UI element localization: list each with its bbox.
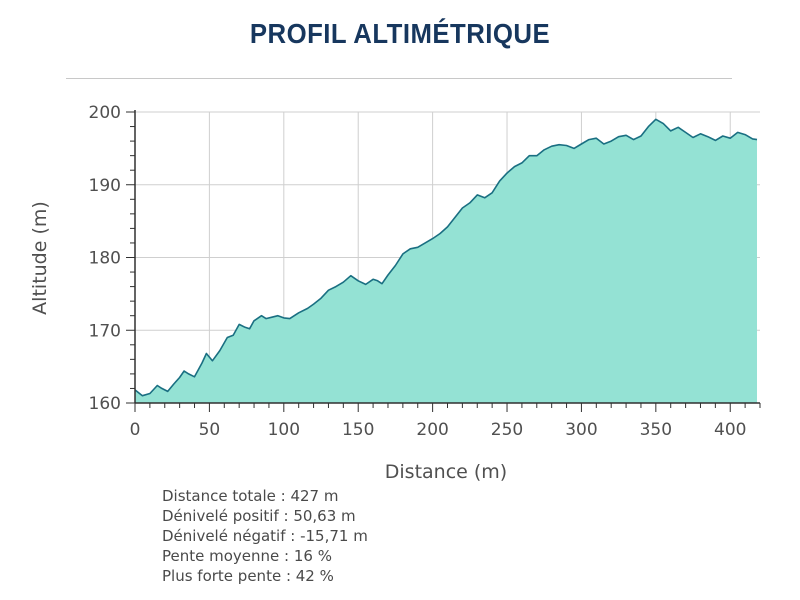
x-tick-label: 50 [199,420,221,440]
stat-max-slope: Plus forte pente : 42 % [162,567,334,585]
elevation-area [135,119,757,404]
page-title: PROFIL ALTIMÉTRIQUE [249,18,551,49]
x-tick-label: 0 [130,420,141,440]
y-tick-label: 160 [89,394,121,414]
x-tick-label: 300 [565,420,597,440]
y-tick-label: 180 [89,249,121,269]
axes [126,110,761,412]
stat-negative-elevation: Dénivelé négatif : -15,71 m [162,527,368,545]
x-tick-label: 350 [640,420,672,440]
x-tick-label: 100 [268,420,300,440]
y-tick-label: 200 [89,103,121,123]
x-axis-label: Distance (m) [385,461,507,483]
stat-total-distance: Distance totale : 427 m [162,487,339,505]
stat-average-slope: Pente moyenne : 16 % [162,547,332,565]
area-layer [134,118,758,404]
x-tick-label: 250 [491,420,523,440]
elevation-line [134,118,758,397]
y-tick-label: 170 [89,321,121,341]
x-tick-label: 200 [416,420,448,440]
title-divider [66,78,732,79]
tick-labels: 0 50 100 150 200 250 300 350 400 160 170 180 190 200 [89,103,747,440]
y-axis-label: Altitude (m) [29,201,51,315]
stat-positive-elevation: Dénivelé positif : 50,63 m [162,507,356,525]
x-tick-label: 150 [342,420,374,440]
route-statistics: Distance totale : 427 m Dénivelé positif… [162,486,368,586]
x-tick-label: 400 [714,420,746,440]
y-tick-label: 190 [89,176,121,196]
